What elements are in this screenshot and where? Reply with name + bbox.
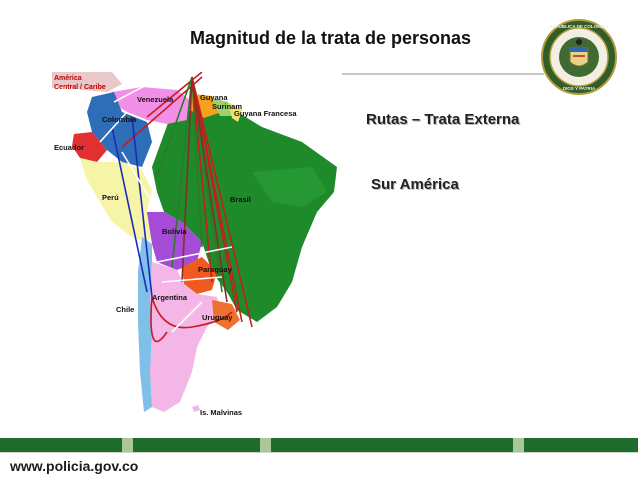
ecuador-region — [72, 132, 107, 162]
chile-region — [138, 237, 152, 412]
label-ecuador: Ecuador — [54, 143, 84, 152]
footer-color-bar — [0, 438, 638, 452]
label-guyana: Guyana — [200, 93, 228, 102]
guyana-francesa-region — [228, 102, 242, 122]
footer-divider — [0, 452, 638, 453]
label-colombia: Colombia — [102, 115, 137, 124]
trafficking-routes — [99, 72, 253, 343]
brasil-region — [152, 104, 337, 322]
police-seal-logo: REPÚBLICA DE COLOMBIA DIOS Y PATRIA — [541, 19, 617, 95]
label-central-caribe: Central / Caribe — [54, 84, 106, 91]
seal-text-bottom: DIOS Y PATRIA — [563, 86, 596, 91]
label-guyana-francesa: Guyana Francesa — [234, 109, 297, 118]
seal-text-top: REPÚBLICA DE COLOMBIA — [549, 23, 609, 29]
label-brasil: Brasil — [230, 195, 251, 204]
title-underline — [322, 73, 544, 75]
label-bolivia: Bolivia — [162, 227, 187, 236]
label-america-central: América — [54, 75, 82, 82]
label-chile: Chile — [116, 305, 134, 314]
routes-subtitle: Rutas – Trata Externa — [366, 111, 520, 128]
label-peru: Perú — [102, 193, 119, 202]
slide-title: Magnitud de la trata de personas — [190, 28, 472, 48]
south-america-map: América Central / Caribe Venezuela Guyan… — [52, 72, 342, 422]
malvinas-region — [192, 405, 200, 412]
footer-website-link[interactable]: www.policia.gov.co — [10, 458, 139, 474]
region-subtitle: Sur América — [371, 176, 459, 193]
label-uruguay: Uruguay — [202, 313, 233, 322]
label-malvinas: Is. Malvinas — [200, 408, 242, 417]
central-america-region — [52, 72, 122, 92]
label-surinam: Surinam — [212, 102, 242, 111]
uruguay-region — [212, 300, 240, 330]
label-argentina: Argentina — [152, 293, 188, 302]
argentina-region — [150, 262, 222, 412]
paraguay-region — [182, 257, 217, 294]
surinam-region — [212, 98, 232, 116]
label-venezuela: Venezuela — [137, 95, 174, 104]
label-paraguay: Paraguay — [198, 265, 233, 274]
